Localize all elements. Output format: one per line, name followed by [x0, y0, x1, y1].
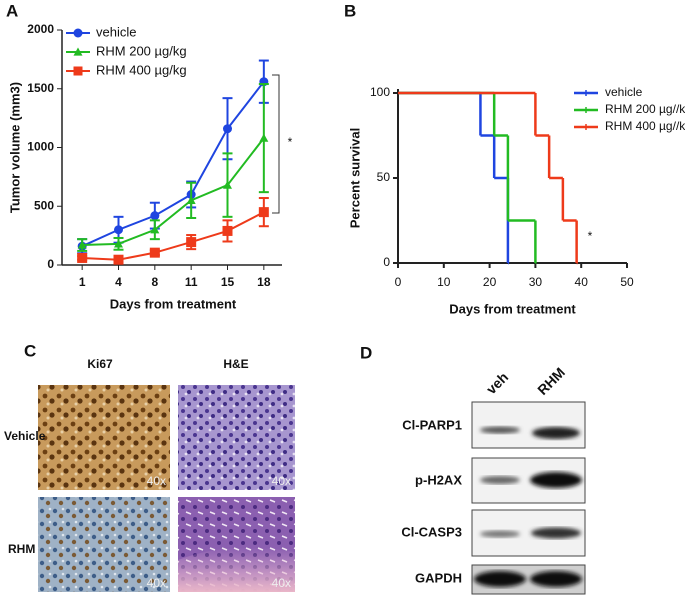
x-tick-label: 1 — [79, 275, 86, 289]
x-tick-label: 10 — [437, 275, 451, 289]
y-tick-label: 1000 — [27, 140, 54, 154]
series-line — [81, 81, 265, 248]
marker — [77, 252, 88, 263]
band-label: Cl-PARP1 — [402, 417, 462, 432]
panel-label: B — [344, 1, 356, 20]
magnification: 40x — [272, 474, 291, 488]
legend-label: RHM 400 µg//kg — [605, 119, 685, 133]
marker — [114, 239, 123, 248]
band — [474, 571, 526, 587]
band — [530, 472, 582, 488]
micrograph — [38, 385, 170, 490]
y-axis-label: Tumor volume (mm3) — [7, 82, 22, 213]
x-axis-label: Days from treatment — [449, 301, 576, 316]
marker — [149, 247, 160, 258]
band — [531, 527, 581, 539]
legend-label: RHM 200 µg/kg — [96, 43, 187, 58]
annotation: * — [288, 135, 293, 149]
blots — [471, 401, 586, 595]
x-tick-label: 50 — [620, 275, 634, 289]
row-label: Vehicle — [4, 429, 46, 443]
x-tick-label: 4 — [115, 275, 122, 289]
annotation: * — [588, 229, 593, 243]
legend-label: vehicle — [605, 85, 643, 99]
marker — [223, 124, 232, 134]
marker — [114, 225, 123, 235]
magnification: 40x — [147, 474, 166, 488]
legend-label: RHM 200 µg//kg — [605, 102, 685, 116]
band — [480, 530, 520, 538]
legend-label: RHM 400 µg/kg — [96, 62, 187, 77]
lane-label: RHM — [534, 364, 568, 398]
band-label: p-H2AX — [415, 472, 462, 487]
y-tick-label: 50 — [377, 170, 391, 184]
blot — [471, 401, 586, 449]
y-tick-label: 100 — [370, 85, 390, 99]
band — [532, 427, 580, 439]
panel-label: A — [6, 1, 18, 20]
panel-label: D — [360, 343, 372, 362]
y-tick-label: 0 — [383, 255, 390, 269]
band — [480, 426, 520, 434]
marker — [150, 211, 160, 221]
column-label: H&E — [223, 357, 248, 371]
micrograph — [38, 497, 170, 592]
marker — [186, 195, 196, 204]
band-label: GAPDH — [415, 570, 462, 585]
marker — [150, 225, 160, 234]
band — [530, 571, 582, 587]
legend-label: vehicle — [96, 24, 136, 39]
y-axis-label: Percent survival — [347, 128, 362, 228]
series-line — [82, 211, 265, 261]
marker — [186, 237, 197, 248]
y-tick-label: 2000 — [27, 22, 54, 36]
x-tick-label: 20 — [483, 275, 497, 289]
micrograph — [178, 385, 295, 490]
marker — [113, 254, 124, 265]
marker — [73, 28, 83, 38]
x-axis-label: Days from treatment — [110, 296, 237, 311]
x-tick-label: 11 — [185, 275, 198, 289]
tissue-region — [178, 547, 295, 592]
band — [480, 476, 520, 484]
marker — [73, 66, 83, 76]
column-label: Ki67 — [87, 357, 113, 371]
marker — [223, 180, 232, 189]
marker — [77, 240, 87, 249]
marker — [222, 225, 233, 236]
micrographs — [38, 385, 295, 592]
y-tick-label: 1500 — [27, 81, 54, 95]
x-tick-label: 30 — [529, 275, 543, 289]
magnification: 40x — [147, 576, 166, 590]
y-tick-label: 500 — [34, 198, 54, 212]
x-tick-label: 15 — [221, 275, 235, 289]
y-tick-label: 0 — [47, 257, 54, 271]
x-tick-label: 40 — [575, 275, 589, 289]
band-label: Cl-CASP3 — [401, 524, 462, 539]
magnification: 40x — [272, 576, 291, 590]
x-tick-label: 8 — [151, 275, 158, 289]
x-tick-label: 0 — [395, 275, 402, 289]
x-tick-label: 18 — [257, 275, 271, 289]
series-line — [82, 137, 265, 247]
marker — [258, 207, 269, 218]
marker — [259, 133, 269, 142]
marker — [73, 47, 83, 56]
row-label: RHM — [8, 542, 35, 556]
lane-label: veh — [483, 369, 511, 397]
significance-bracket — [272, 74, 280, 214]
panel-label: C — [24, 341, 36, 360]
